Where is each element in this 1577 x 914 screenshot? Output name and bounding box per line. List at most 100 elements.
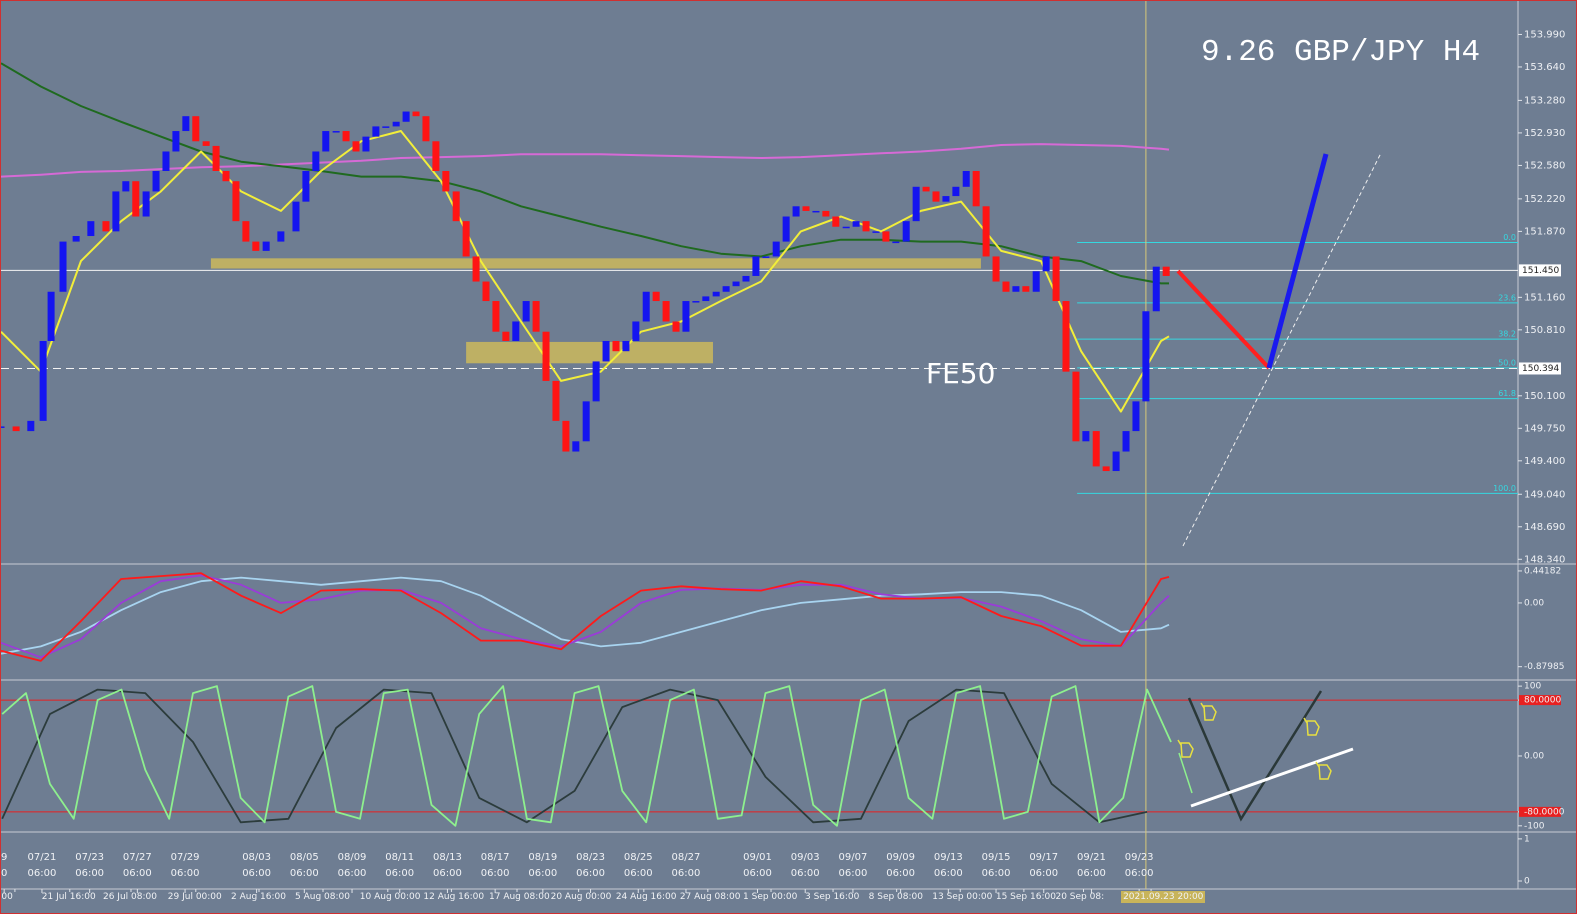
candle <box>1142 311 1150 402</box>
x-tick-label: 08/11 06:00 <box>385 852 415 879</box>
candle <box>39 340 47 421</box>
y-tick-label: 149.040 <box>1524 489 1565 500</box>
x-tick-label: 2 Aug 16:00 <box>231 892 286 902</box>
y-tick-label: 152.930 <box>1524 128 1565 139</box>
oscillator-drawing <box>1177 690 1354 822</box>
candle <box>202 141 210 146</box>
candle <box>1012 286 1020 292</box>
candle <box>822 210 830 217</box>
y-tick-label: -0.87985 <box>1524 662 1564 672</box>
candle <box>312 151 320 171</box>
candle <box>422 116 430 142</box>
level-box <box>1519 695 1561 706</box>
x-tick-label: 3 Sep 16:00 <box>805 892 860 902</box>
candle <box>412 111 420 117</box>
candle <box>132 181 140 217</box>
price-box-label: 150.394 <box>1522 364 1559 374</box>
candle <box>1112 451 1120 472</box>
candle <box>892 241 900 244</box>
candle <box>642 291 650 322</box>
candle <box>702 296 710 302</box>
panel: 100 80.0000 0.00 -80.0000 -100 <box>1 682 1565 831</box>
candle <box>152 170 160 192</box>
candle <box>502 331 510 341</box>
candle <box>242 221 250 242</box>
support-zone <box>210 258 981 269</box>
indicator-line <box>1 130 1170 413</box>
level-box <box>1519 806 1561 817</box>
candle <box>322 131 330 152</box>
fib-label: 23.6 <box>1498 293 1516 302</box>
v-projection <box>1187 690 1323 822</box>
x-tick-label: 09/13 06:00 <box>933 852 963 879</box>
candle <box>652 291 660 302</box>
x-tick-label: 00:00 <box>1 892 13 902</box>
chart-title: 9.26 GBP/JPY H4 <box>1201 35 1481 70</box>
oscillator-tail <box>1178 752 1193 794</box>
candle <box>562 420 570 452</box>
y-tick-label: -80.0000 <box>1524 807 1565 817</box>
candle <box>952 186 960 197</box>
panel: 0.44182 0.00 -0.87985 <box>1 566 1564 672</box>
candle <box>292 201 300 232</box>
y-tick-label: 0 <box>1524 877 1530 887</box>
indicator-line <box>1 572 1170 662</box>
x-tick-label: 20 Sep 08: <box>1055 892 1105 902</box>
projection-up <box>1266 153 1329 369</box>
candle <box>922 186 930 192</box>
data-layers: 0.0 23.6 38.2 50.0 61.8 100.0 151.450 150.394 15… <box>1 1 1565 893</box>
candle <box>232 181 240 222</box>
fib-label: 100.0 <box>1493 484 1516 493</box>
candle <box>452 191 460 222</box>
x-tick-label: 26 Jul 08:00 <box>102 892 157 902</box>
candle <box>1052 256 1060 302</box>
y-tick-label: 149.400 <box>1524 456 1565 467</box>
candle <box>172 131 180 152</box>
trend-line <box>1190 747 1354 808</box>
candle <box>732 281 740 287</box>
indicator-line <box>1 685 1172 827</box>
x-tick-label: 15 Sep 16:00 <box>995 892 1056 902</box>
candle <box>392 121 400 127</box>
x-tick-label: 09/07 06:00 <box>838 852 868 879</box>
x-tick-label: 09/01 06:00 <box>743 852 772 879</box>
x-tick-label: 09/03 06:00 <box>790 852 820 879</box>
candle <box>492 301 500 332</box>
candle <box>1002 281 1010 292</box>
x-tick-label: 24 Aug 16:00 <box>615 892 677 902</box>
candle <box>862 221 870 232</box>
x-tick-label: 07/23 06:00 <box>75 852 105 879</box>
y-tick-label: 148.340 <box>1524 554 1565 565</box>
candle <box>592 361 600 402</box>
y-tick-label: 151.870 <box>1524 226 1565 237</box>
indicator-line <box>1 62 1169 285</box>
candle <box>162 151 170 171</box>
candle <box>692 301 700 303</box>
x-tick-label: 07/21 06:00 <box>27 852 57 879</box>
candle <box>912 186 920 222</box>
annotation: FE50 <box>926 357 996 390</box>
y-tick-label: 150.810 <box>1524 325 1565 336</box>
y-tick-label: -100 <box>1524 821 1545 831</box>
fib-label: 61.8 <box>1498 389 1516 398</box>
y-tick-label: 151.160 <box>1524 292 1565 303</box>
candle <box>382 126 390 128</box>
indicator-line <box>1 688 1148 824</box>
candle <box>1082 431 1090 442</box>
candle <box>302 170 310 202</box>
candle <box>872 231 880 233</box>
candle <box>142 191 150 217</box>
x-tick-label: 5 Aug 08:00 <box>295 892 350 902</box>
candle <box>352 141 360 152</box>
candle <box>542 331 550 381</box>
x-tick-label: 27 Aug 08:00 <box>679 892 741 902</box>
thumb-icons <box>1177 702 1332 780</box>
candle <box>1032 271 1040 292</box>
candle <box>372 126 380 137</box>
x-tick-label: 08/05 06:00 <box>289 852 319 879</box>
price-box <box>1519 264 1561 277</box>
candle <box>792 206 800 217</box>
y-tick-label: 152.580 <box>1524 160 1565 171</box>
x-tick-label: 08/27 06:00 <box>671 852 701 879</box>
indicator-line <box>1 143 1170 178</box>
